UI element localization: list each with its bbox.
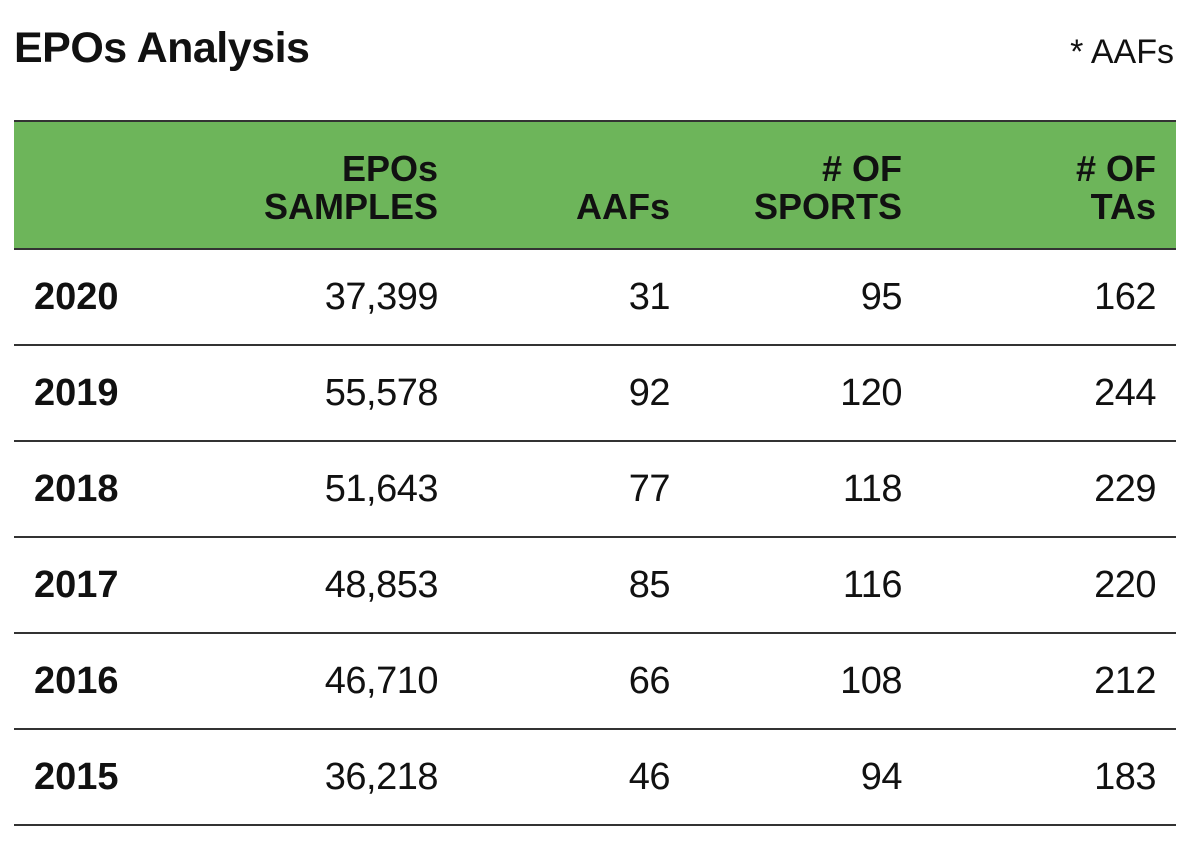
cell-epo-samples: 51,643 [226, 441, 458, 538]
table-row: 2016 46,710 66 108 212 [14, 633, 1176, 730]
cell-aafs: 46 [458, 729, 690, 826]
cell-epo-samples: 37,399 [226, 249, 458, 346]
header-aafs-line1: AAFs [575, 186, 670, 227]
header-sports-line2: SPORTS [753, 186, 902, 227]
epo-analysis-table: EPOs SAMPLES AAFs # OF SPORTS # OF TAs 2… [14, 120, 1176, 826]
cell-tas: 212 [922, 633, 1176, 730]
cell-year: 2018 [14, 441, 226, 538]
cell-epo-samples: 55,578 [226, 345, 458, 442]
cell-aafs: 31 [458, 249, 690, 346]
cell-aafs: 85 [458, 537, 690, 634]
cell-sports: 95 [690, 249, 922, 346]
cell-epo-samples: 46,710 [226, 633, 458, 730]
cell-year: 2015 [14, 729, 226, 826]
cell-sports: 94 [690, 729, 922, 826]
header-tas-line2: TAs [1090, 186, 1156, 227]
footnote: * AAFs [1070, 33, 1174, 71]
table-header: EPOs SAMPLES AAFs # OF SPORTS # OF TAs [14, 120, 1176, 250]
cell-sports: 120 [690, 345, 922, 442]
cell-epo-samples: 48,853 [226, 537, 458, 634]
cell-year: 2016 [14, 633, 226, 730]
cell-tas: 229 [922, 441, 1176, 538]
table-row: 2017 48,853 85 116 220 [14, 537, 1176, 634]
cell-sports: 116 [690, 537, 922, 634]
table-row: 2019 55,578 92 120 244 [14, 345, 1176, 442]
header-epo-samples: EPOs SAMPLES [226, 120, 458, 250]
cell-year: 2017 [14, 537, 226, 634]
table-body: 2020 37,399 31 95 162 2019 55,578 92 120… [14, 249, 1176, 826]
table-row: 2015 36,218 46 94 183 [14, 729, 1176, 826]
cell-year: 2020 [14, 249, 226, 346]
cell-sports: 118 [690, 441, 922, 538]
table-row: 2020 37,399 31 95 162 [14, 249, 1176, 346]
cell-tas: 162 [922, 249, 1176, 346]
header-tas-line1: # OF [1075, 148, 1156, 189]
header-tas: # OF TAs [922, 120, 1176, 250]
cell-tas: 183 [922, 729, 1176, 826]
table-row: 2018 51,643 77 118 229 [14, 441, 1176, 538]
header-sports: # OF SPORTS [690, 120, 922, 250]
header-year [14, 120, 226, 250]
header-aafs: AAFs [458, 120, 690, 250]
cell-aafs: 92 [458, 345, 690, 442]
header-epo-samples-line2: SAMPLES [263, 186, 438, 227]
page-title: EPOs Analysis [14, 24, 310, 72]
cell-year: 2019 [14, 345, 226, 442]
header-epo-samples-line1: EPOs [341, 148, 438, 189]
cell-aafs: 77 [458, 441, 690, 538]
header-sports-line1: # OF [821, 148, 902, 189]
cell-tas: 220 [922, 537, 1176, 634]
cell-tas: 244 [922, 345, 1176, 442]
cell-epo-samples: 36,218 [226, 729, 458, 826]
cell-sports: 108 [690, 633, 922, 730]
header-row: EPOs SAMPLES AAFs # OF SPORTS # OF TAs [14, 120, 1176, 250]
cell-aafs: 66 [458, 633, 690, 730]
